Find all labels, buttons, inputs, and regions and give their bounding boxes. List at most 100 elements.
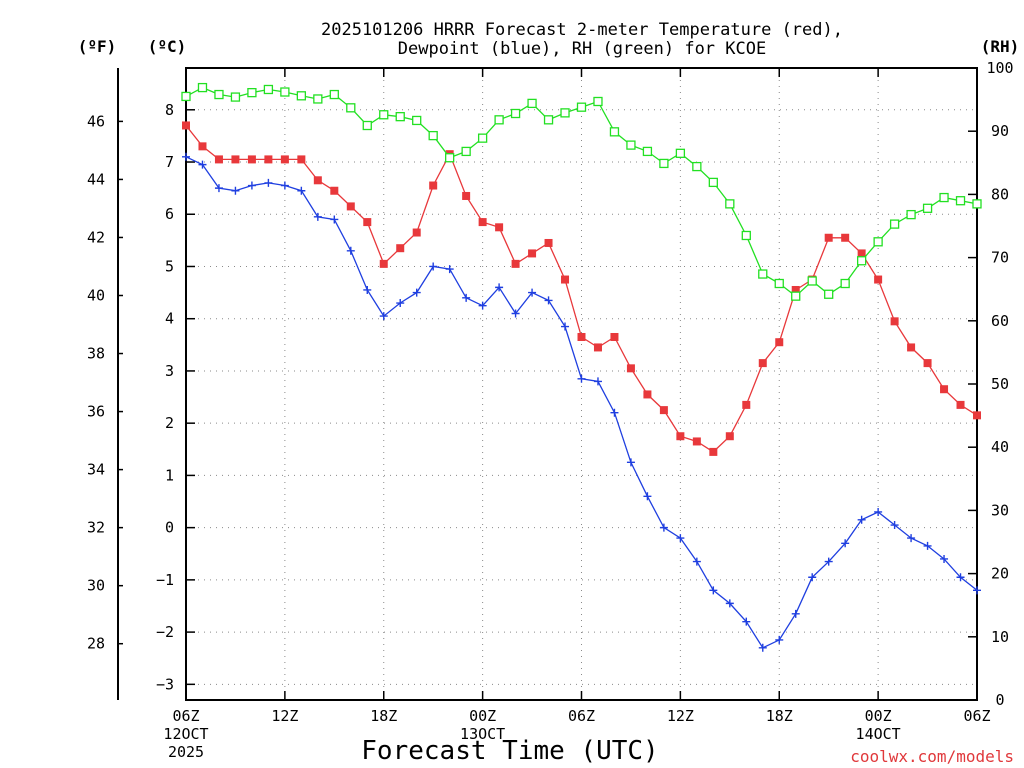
tick-labels: −3−2−10123456782830323436384042444601020… [87, 59, 1014, 761]
temperature-point [791, 285, 800, 294]
fahrenheit-tick-label: 32 [87, 519, 105, 537]
rh-point [692, 161, 702, 172]
x-tick-label: 06Z [568, 707, 595, 725]
temperature-point [659, 406, 668, 415]
rh-point [197, 82, 208, 93]
temperature-point [610, 332, 619, 341]
x-tick-label: 06Z [172, 707, 199, 725]
temperature-point [692, 437, 701, 446]
rh-point [560, 108, 570, 118]
rh-point [362, 120, 372, 131]
temperature-point [824, 233, 833, 242]
dewpoint-point [445, 265, 454, 274]
temperature-point [511, 259, 520, 268]
temperature-point [874, 275, 883, 284]
dewpoint-point [725, 599, 734, 608]
dewpoint-point [940, 554, 949, 563]
rh-point [758, 269, 768, 279]
rh-point [428, 130, 438, 141]
dewpoint-point [890, 521, 899, 530]
rh-point [543, 115, 554, 125]
celsius-tick-label: 6 [165, 205, 174, 223]
title-line-1: 2025101206 HRRR Forecast 2-meter Tempera… [321, 20, 843, 40]
dewpoint-point [528, 288, 537, 297]
axes [117, 67, 978, 701]
rh-point [593, 96, 603, 107]
dewpoint-point [313, 212, 322, 221]
rh-tick-label: 40 [991, 438, 1009, 456]
rh-point [329, 89, 339, 100]
dewpoint-point [841, 539, 850, 548]
rh-point [906, 209, 916, 220]
rh-point [494, 115, 504, 125]
title-line-2: Dewpoint (blue), RH (green) for KCOE [398, 39, 766, 59]
rh-point [626, 140, 636, 150]
rh-tick-label: 10 [991, 628, 1009, 646]
rh-point [379, 110, 389, 120]
fahrenheit-tick-label: 46 [87, 112, 105, 130]
temperature-point [396, 244, 405, 253]
dewpoint-point [923, 541, 932, 550]
temperature-point [214, 155, 223, 164]
rh-point [395, 112, 405, 122]
rh-point [313, 94, 323, 104]
temperature-point [890, 317, 899, 326]
fahrenheit-tick-label: 44 [87, 170, 105, 188]
rh-point [824, 289, 834, 299]
rh-point [791, 291, 801, 301]
temperature-point [182, 121, 190, 130]
dewpoint-point [478, 301, 487, 310]
rh-point [725, 199, 735, 209]
chart-title: 2025101206 HRRR Forecast 2-meter Tempera… [321, 20, 843, 59]
temperature-point [907, 343, 916, 352]
celsius-tick-label: −2 [156, 623, 174, 641]
celsius-tick-label: 5 [165, 257, 174, 275]
rh-point [774, 278, 784, 289]
x-tick-label: 12Z [667, 707, 694, 725]
celsius-tick-label: −3 [156, 675, 174, 693]
rh-point [889, 219, 900, 229]
dewpoint-point [626, 458, 635, 467]
temperature-point [841, 233, 850, 242]
rh-tick-label: 70 [991, 249, 1009, 267]
rh-point [510, 108, 521, 119]
dewpoint-point [462, 293, 471, 302]
rh-series [181, 82, 982, 301]
rh-point [477, 133, 488, 143]
temperature-point [973, 411, 981, 420]
dewpoint-point [495, 283, 504, 292]
fahrenheit-tick-label: 42 [87, 228, 105, 246]
temperature-point [676, 432, 685, 441]
temperature-point [247, 155, 256, 164]
rh-tick-label: 60 [991, 312, 1009, 330]
rh-unit-label: (RH) [981, 37, 1020, 56]
rh-point [247, 87, 257, 98]
x-tick-label: 14OCT [856, 725, 901, 743]
rh-point [840, 278, 850, 289]
temperature-point [429, 181, 438, 190]
rh-point [807, 276, 817, 286]
dewpoint-point [791, 609, 800, 618]
temperature-point [412, 228, 421, 237]
credit-text: coolwx.com/models [850, 747, 1014, 766]
rh-point [675, 148, 686, 158]
dewpoint-point [198, 160, 207, 169]
temperature-point [346, 202, 355, 211]
rh-point [659, 158, 669, 169]
rh-tick-label: 30 [991, 501, 1009, 519]
temperature-point [775, 338, 784, 347]
dewpoint-point [346, 246, 355, 255]
dewpoint-point [577, 374, 586, 383]
dewpoint-point [676, 534, 685, 543]
dewpoint-point [808, 573, 817, 582]
dewpoint-point [544, 296, 553, 305]
fahrenheit-unit-label: (ºF) [78, 37, 117, 56]
temperature-point [528, 249, 537, 258]
temperature-point [313, 176, 322, 185]
fahrenheit-tick-label: 38 [87, 345, 105, 363]
rh-tick-label: 80 [991, 185, 1009, 203]
temperature-point [264, 155, 273, 164]
dewpoint-point [396, 299, 405, 308]
temperature-point [231, 155, 240, 164]
